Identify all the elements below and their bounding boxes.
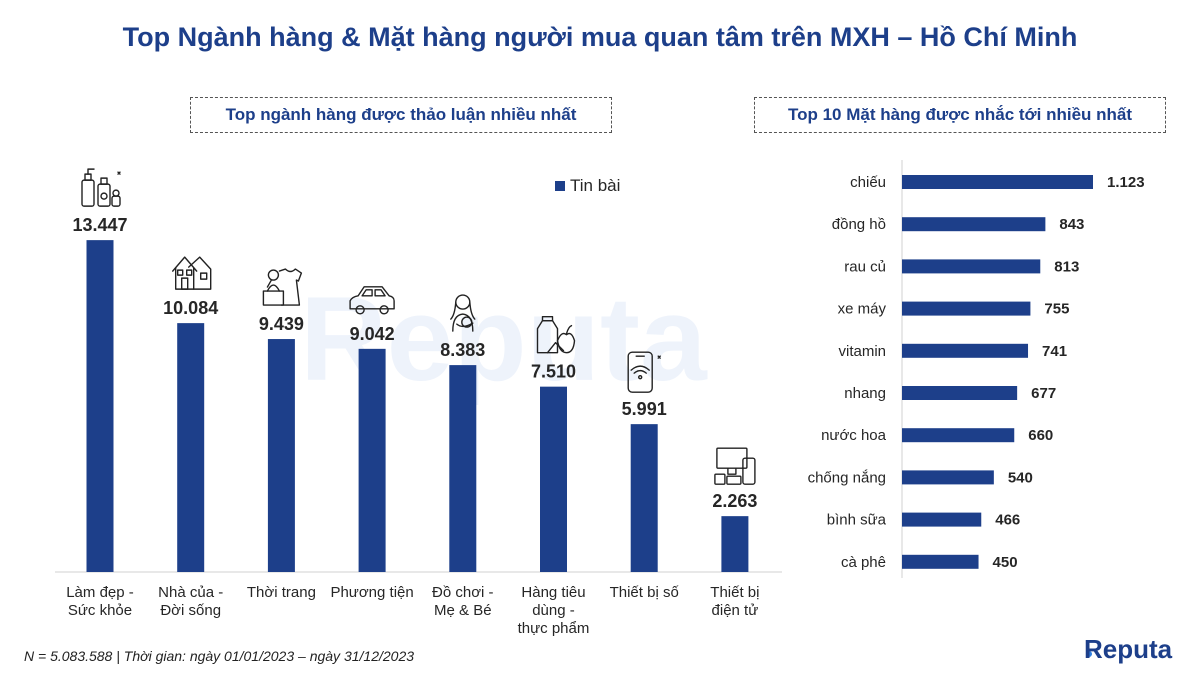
hbar bbox=[902, 512, 982, 527]
bar bbox=[630, 424, 658, 572]
bar bbox=[540, 386, 567, 572]
electronics-icon bbox=[714, 447, 756, 485]
category-label: Làm đẹp -Sức khỏe bbox=[66, 584, 134, 619]
category-label: Nhà của -Đời sống bbox=[158, 584, 223, 619]
category-label: Đồ chơi -Mẹ & Bé bbox=[432, 584, 494, 619]
brand-logo: Reputa bbox=[1084, 634, 1172, 665]
hbar-value-label: 450 bbox=[993, 554, 1018, 571]
bar-value-label: 7.510 bbox=[531, 362, 576, 382]
hbar-value-label: 677 bbox=[1031, 385, 1056, 402]
footnote: N = 5.083.588 | Thời gian: ngày 01/01/20… bbox=[24, 648, 415, 664]
hbar-category-label: rau củ bbox=[844, 258, 886, 275]
bar-value-label: 9.439 bbox=[259, 314, 304, 334]
left-chart-subtitle: Top ngành hàng được thảo luận nhiều nhất bbox=[190, 97, 612, 133]
hbar-category-label: chiếu bbox=[850, 174, 886, 191]
hbar-value-label: 540 bbox=[1008, 469, 1033, 486]
hbar-category-label: bình sữa bbox=[827, 512, 887, 529]
brand-logo-text: Reputa bbox=[1084, 634, 1173, 664]
hbar-category-label: cà phê bbox=[841, 554, 886, 571]
bar bbox=[267, 339, 295, 572]
hbar-value-label: 741 bbox=[1042, 343, 1067, 360]
hbar-category-label: nước hoa bbox=[821, 427, 887, 444]
hbar-value-label: 843 bbox=[1059, 216, 1084, 233]
hbar-value-label: 813 bbox=[1054, 258, 1079, 275]
category-label: Thời trang bbox=[247, 584, 316, 601]
mother-baby-icon bbox=[450, 294, 476, 332]
brand-dot bbox=[1086, 651, 1092, 657]
legend-swatch bbox=[555, 181, 565, 191]
category-label: Phương tiện bbox=[330, 584, 413, 601]
hbar-category-label: chống nắng bbox=[808, 469, 886, 486]
category-label: Hàng tiêu dùng -thực phẩm bbox=[518, 584, 590, 637]
bar-value-label: 8.383 bbox=[440, 340, 485, 360]
hbar bbox=[902, 470, 994, 485]
hbar bbox=[902, 343, 1029, 358]
hbar bbox=[902, 175, 1093, 189]
legend-label: Tin bài bbox=[570, 176, 620, 195]
groceries-icon bbox=[536, 315, 576, 354]
category-label: Thiết bị điện tử bbox=[710, 584, 759, 619]
bar bbox=[721, 516, 749, 572]
bar-value-label: 2.263 bbox=[712, 491, 757, 511]
hbar bbox=[902, 554, 979, 569]
hbar-category-label: nhang bbox=[844, 385, 886, 402]
bar-value-label: 5.991 bbox=[622, 399, 667, 419]
hbar-value-label: 466 bbox=[995, 512, 1020, 529]
bar bbox=[86, 240, 114, 572]
hbar bbox=[902, 386, 1018, 400]
hbar bbox=[902, 428, 1015, 443]
car-icon bbox=[349, 286, 395, 315]
category-label: Thiết bị số bbox=[610, 584, 680, 601]
bar-value-label: 13.447 bbox=[72, 215, 127, 235]
bar-value-label: 10.084 bbox=[163, 298, 218, 318]
hbar-category-label: vitamin bbox=[838, 343, 886, 360]
hbar-category-label: xe máy bbox=[838, 301, 887, 318]
bar-value-label: 9.042 bbox=[350, 324, 395, 344]
smartphone-wifi-icon bbox=[627, 351, 661, 393]
hbar-value-label: 660 bbox=[1028, 427, 1053, 444]
bar bbox=[177, 323, 205, 572]
house-icon bbox=[172, 256, 212, 290]
page-title: Top Ngành hàng & Mặt hàng người mua quan… bbox=[122, 22, 1078, 52]
hbar-value-label: 1.123 bbox=[1107, 174, 1145, 191]
hbar bbox=[902, 301, 1031, 316]
hbar-category-label: đồng hồ bbox=[832, 216, 886, 233]
right-chart-subtitle: Top 10 Mặt hàng được nhắc tới nhiều nhất bbox=[754, 97, 1166, 133]
bar bbox=[358, 348, 386, 572]
hbar bbox=[902, 217, 1046, 232]
fashion-icon bbox=[262, 268, 303, 306]
hbar-value-label: 755 bbox=[1044, 301, 1069, 318]
hbar bbox=[902, 259, 1041, 274]
bar bbox=[449, 365, 477, 572]
cosmetics-icon bbox=[81, 168, 121, 207]
